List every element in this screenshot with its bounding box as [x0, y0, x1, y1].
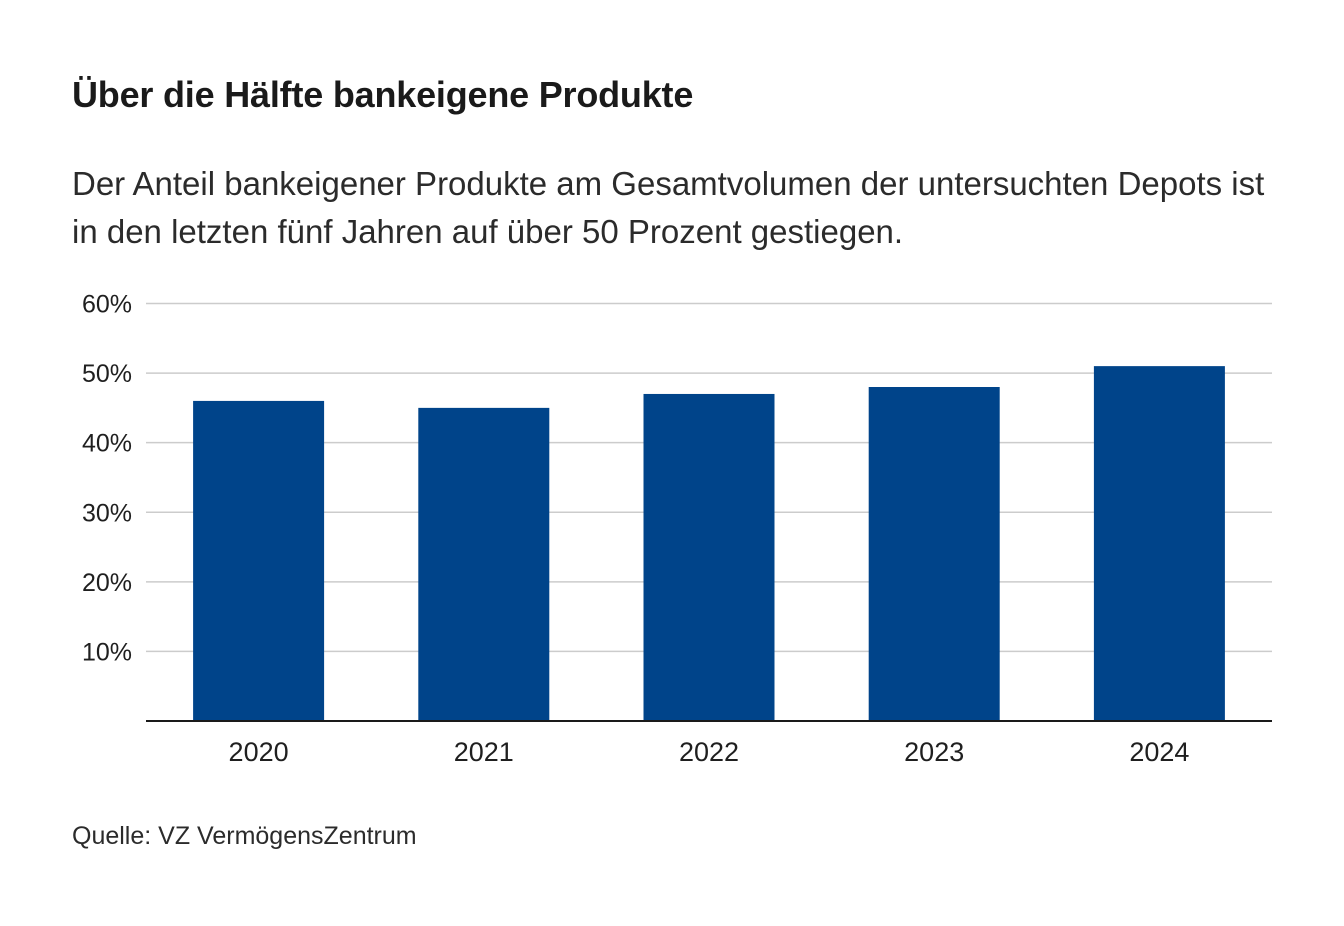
x-tick-label: 2022 — [679, 737, 739, 767]
bar — [193, 400, 325, 721]
x-tick-label: 2024 — [1129, 737, 1189, 767]
x-tick-label: 2021 — [454, 737, 514, 767]
bar — [418, 407, 550, 721]
x-tick-label: 2023 — [904, 737, 964, 767]
y-tick-label: 20% — [82, 569, 132, 597]
bar — [1093, 366, 1225, 721]
bar — [643, 393, 775, 721]
y-tick-label: 60% — [82, 291, 132, 319]
chart-subtitle: Der Anteil bankeigener Produkte am Gesam… — [72, 165, 1265, 250]
x-tick-label: 2020 — [229, 737, 289, 767]
y-tick-label: 30% — [82, 499, 132, 527]
bar — [868, 387, 1000, 721]
chart-title: Über die Hälfte bankeigene Produkte — [72, 74, 694, 115]
y-tick-label: 40% — [82, 430, 132, 458]
y-tick-label: 50% — [82, 360, 132, 388]
y-tick-label: 10% — [82, 638, 132, 666]
source-note: Quelle: VZ VermögensZentrum — [72, 822, 417, 850]
